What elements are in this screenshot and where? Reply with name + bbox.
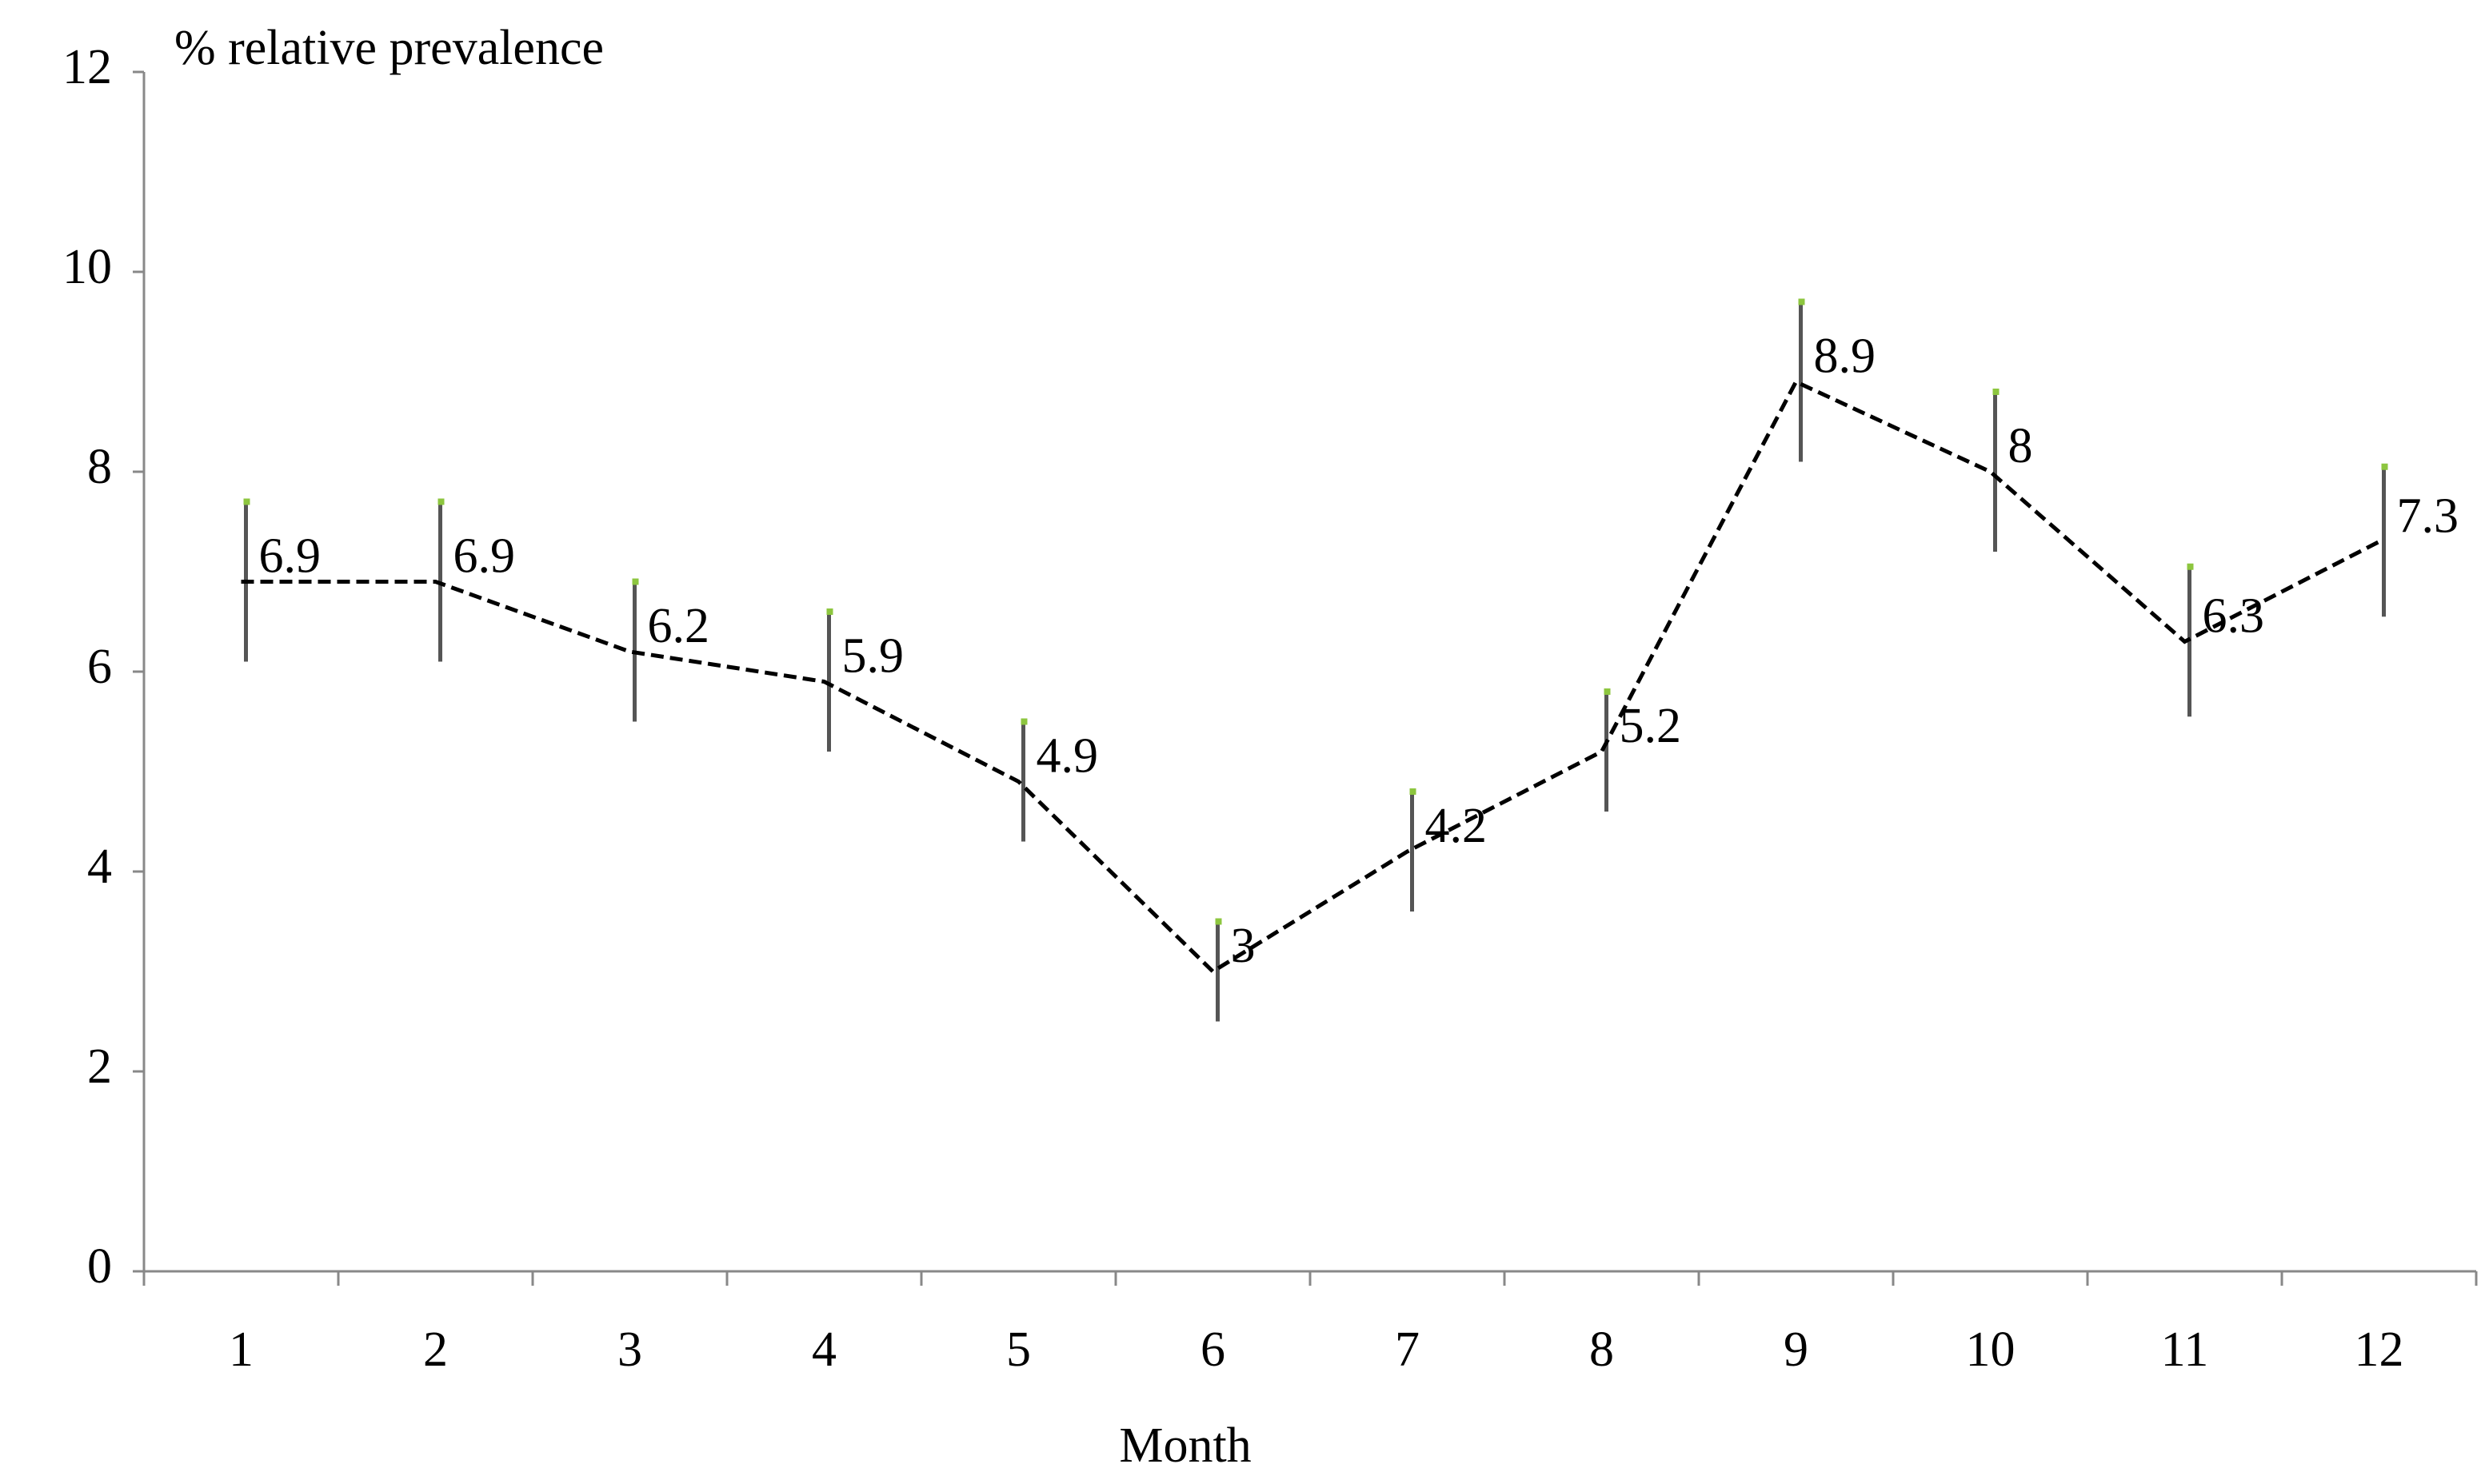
error-cap [1604, 688, 1611, 695]
y-tick-label: 10 [62, 240, 112, 294]
error-cap [2381, 463, 2388, 470]
data-label: 5.2 [1620, 699, 1682, 753]
y-tick-label: 4 [87, 840, 112, 894]
x-tick-label: 12 [2355, 1322, 2404, 1377]
y-tick-label: 2 [87, 1039, 112, 1094]
x-tick-label: 6 [1201, 1322, 1225, 1377]
data-label: 8 [2008, 419, 2033, 473]
y-axis-label: % relative prevalence [174, 21, 604, 75]
y-tick-label: 0 [87, 1239, 112, 1294]
line [241, 379, 2380, 975]
x-tick-label: 2 [423, 1322, 448, 1377]
data-label: 6.9 [259, 529, 322, 584]
data-label: 6.9 [453, 529, 516, 584]
x-tick-label: 3 [617, 1322, 642, 1377]
data-label: 3 [1231, 919, 1256, 973]
data-label: 5.9 [842, 629, 905, 684]
y-tick-label: 12 [62, 40, 112, 94]
data-label: 4.2 [1425, 799, 1488, 853]
x-tick-label: 9 [1784, 1322, 1808, 1377]
x-tick-label: 4 [812, 1322, 837, 1377]
x-tick-label: 5 [1006, 1322, 1031, 1377]
error-cap [1409, 788, 1416, 795]
error-cap [2187, 563, 2194, 570]
y-tick-label: 6 [87, 640, 112, 694]
error-cap [1798, 298, 1805, 305]
error-cap [1215, 918, 1222, 925]
x-tick-label: 1 [229, 1322, 254, 1377]
data-label: 4.9 [1037, 729, 1099, 784]
x-axis-label: Month [1119, 1418, 1251, 1473]
error-cap [437, 498, 445, 505]
error-cap [243, 498, 250, 505]
y-tick-label: 8 [87, 440, 112, 494]
x-tick-label: 8 [1589, 1322, 1614, 1377]
x-tick-label: 7 [1395, 1322, 1420, 1377]
error-cap [1021, 718, 1028, 725]
data-label: 6.3 [2203, 589, 2265, 644]
data-label: 6.2 [648, 599, 710, 653]
x-tick-label: 10 [1966, 1322, 2016, 1377]
data-label: 7.3 [2397, 489, 2459, 544]
error-cap [826, 608, 833, 615]
error-cap [1992, 389, 2000, 395]
data-label: 8.9 [1814, 329, 1876, 384]
x-tick-label: 11 [2161, 1322, 2209, 1377]
error-cap [632, 578, 639, 585]
